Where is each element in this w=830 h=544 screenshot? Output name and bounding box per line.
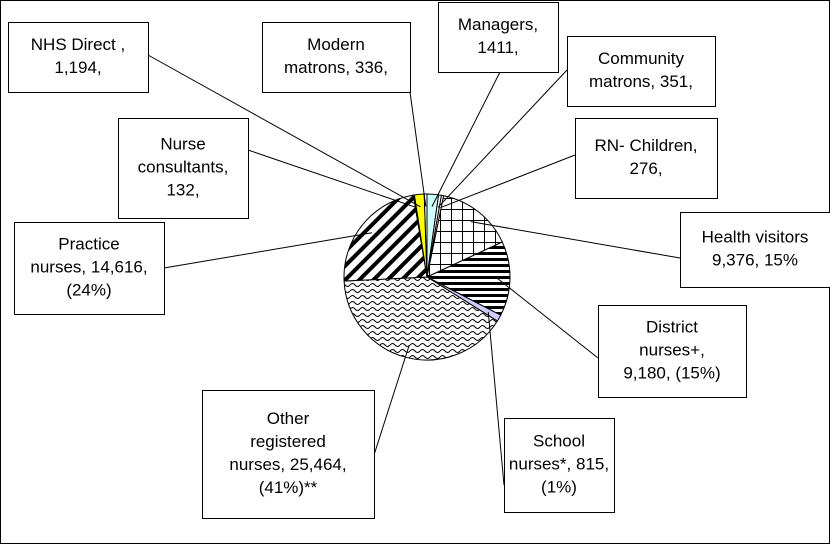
data-label: RN- Children, xyxy=(595,136,698,155)
data-label: matrons, 351, xyxy=(589,72,693,91)
data-label: 132, xyxy=(166,180,199,199)
label-box xyxy=(202,390,375,519)
data-label: 9,180, (15%) xyxy=(623,363,720,382)
data-label: Health visitors xyxy=(702,227,809,246)
data-label: nurses, 14,616, xyxy=(30,257,147,276)
leader-line xyxy=(487,311,505,486)
data-label: (1%) xyxy=(541,477,577,496)
leader-line xyxy=(497,278,599,359)
label-box xyxy=(8,22,149,93)
data-label: Managers, xyxy=(458,15,538,34)
label-box xyxy=(438,2,559,73)
leader-line xyxy=(431,71,501,207)
label-box xyxy=(504,418,615,513)
label-box xyxy=(118,118,249,219)
leader-line xyxy=(147,54,421,208)
data-label: matrons, 336, xyxy=(284,58,388,77)
leader-line xyxy=(437,69,568,208)
data-label: Modern xyxy=(307,35,365,54)
data-label: registered xyxy=(250,432,326,451)
data-label: Community xyxy=(598,49,684,68)
data-label: nurses+, xyxy=(639,340,705,359)
data-label: District xyxy=(646,317,698,336)
label-box xyxy=(575,118,718,199)
data-label: Practice xyxy=(58,234,119,253)
label-box xyxy=(598,305,747,398)
label-box xyxy=(14,222,165,315)
label-box xyxy=(262,22,411,93)
data-label: Nurse xyxy=(160,134,205,153)
leader-line xyxy=(247,149,417,208)
leader-line xyxy=(470,221,681,259)
data-label: NHS Direct , xyxy=(31,35,125,54)
leader-line xyxy=(409,91,427,207)
label-box xyxy=(567,36,716,107)
data-label: 1,194, xyxy=(54,58,101,77)
data-label: 276, xyxy=(629,159,662,178)
leader-line xyxy=(440,154,576,209)
label-box xyxy=(680,212,830,288)
leader-line xyxy=(163,232,373,269)
pie-slice xyxy=(426,195,503,278)
pie-slice xyxy=(343,276,499,361)
data-label: (41%)** xyxy=(259,478,318,497)
data-label: Other xyxy=(267,409,310,428)
data-label: 9,376, 15% xyxy=(712,250,798,269)
data-label: School xyxy=(533,431,585,450)
data-label: (24%) xyxy=(66,280,111,299)
data-label: 1411, xyxy=(477,38,518,57)
data-label: nurses*, 815, xyxy=(509,454,609,473)
leader-line xyxy=(373,345,410,456)
data-label: nurses, 25,464, xyxy=(229,455,346,474)
pie-slice xyxy=(425,241,511,316)
data-label: consultants, xyxy=(138,157,229,176)
